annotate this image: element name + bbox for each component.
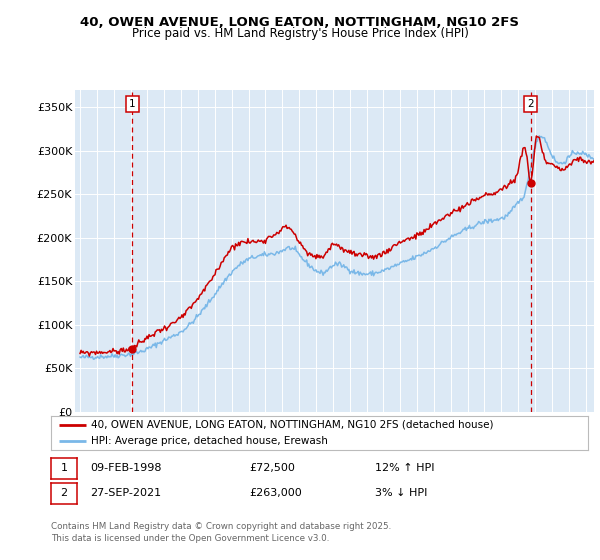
Text: Price paid vs. HM Land Registry's House Price Index (HPI): Price paid vs. HM Land Registry's House … xyxy=(131,27,469,40)
Text: HPI: Average price, detached house, Erewash: HPI: Average price, detached house, Erew… xyxy=(91,436,328,446)
Text: 12% ↑ HPI: 12% ↑ HPI xyxy=(375,463,434,473)
Text: 40, OWEN AVENUE, LONG EATON, NOTTINGHAM, NG10 2FS: 40, OWEN AVENUE, LONG EATON, NOTTINGHAM,… xyxy=(80,16,520,29)
Text: 2: 2 xyxy=(527,99,534,109)
Text: 40, OWEN AVENUE, LONG EATON, NOTTINGHAM, NG10 2FS (detached house): 40, OWEN AVENUE, LONG EATON, NOTTINGHAM,… xyxy=(91,420,494,430)
Text: 27-SEP-2021: 27-SEP-2021 xyxy=(90,488,161,498)
Text: £263,000: £263,000 xyxy=(249,488,302,498)
Text: 1: 1 xyxy=(129,99,136,109)
Text: 09-FEB-1998: 09-FEB-1998 xyxy=(90,463,161,473)
Text: 1: 1 xyxy=(61,463,67,473)
Text: Contains HM Land Registry data © Crown copyright and database right 2025.
This d: Contains HM Land Registry data © Crown c… xyxy=(51,522,391,543)
Text: £72,500: £72,500 xyxy=(249,463,295,473)
Text: 3% ↓ HPI: 3% ↓ HPI xyxy=(375,488,427,498)
Text: 2: 2 xyxy=(61,488,67,498)
